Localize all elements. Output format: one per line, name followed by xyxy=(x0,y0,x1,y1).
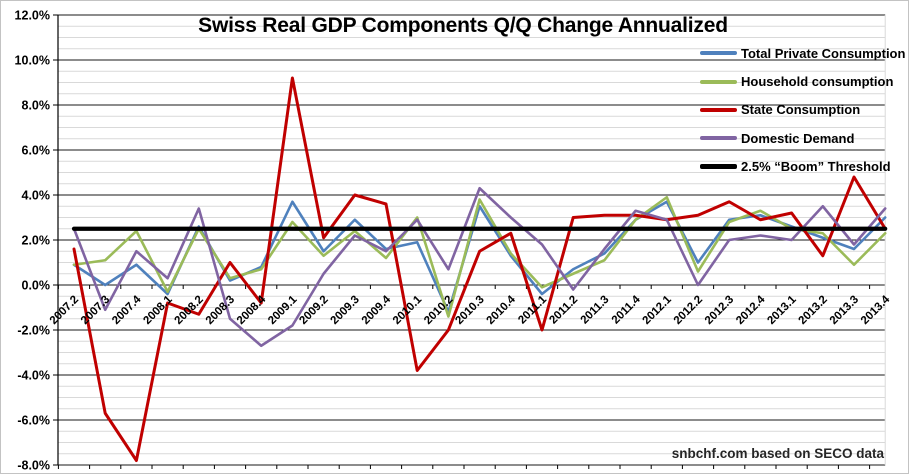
y-axis-tick-label: 10.0% xyxy=(15,54,50,68)
legend-item-boom-threshold: 2.5% “Boom” Threshold xyxy=(700,153,905,181)
y-axis-tick-label: -8.0% xyxy=(17,459,50,473)
x-axis-tick-label: 2007.4 xyxy=(110,293,144,327)
legend-item-state-consumption: State Consumption xyxy=(700,96,905,124)
legend-swatch-household-consumption-icon xyxy=(700,79,737,84)
y-axis-tick-label: 0.0% xyxy=(22,279,51,293)
x-axis-tick-label: 2011.2 xyxy=(547,294,580,327)
x-axis-tick-label: 2009.3 xyxy=(329,294,362,327)
legend-item-domestic-demand: Domestic Demand xyxy=(700,124,905,152)
x-axis-tick-label: 2013.4 xyxy=(859,293,893,327)
x-axis-tick-label: 2012.3 xyxy=(703,294,736,327)
legend-item-household-consumption: Household consumption xyxy=(700,67,905,95)
y-axis-tick-label: -4.0% xyxy=(17,369,50,383)
x-axis-tick-label: 2008.4 xyxy=(235,293,269,327)
chart-title: Swiss Real GDP Components Q/Q Change Ann… xyxy=(198,14,728,37)
legend-label-state-consumption: State Consumption xyxy=(741,102,861,118)
y-axis-tick-label: 2.0% xyxy=(22,234,51,248)
legend-swatch-state-consumption-icon xyxy=(700,107,737,112)
x-axis-tick-label: 2010.4 xyxy=(485,293,519,327)
x-axis-tick-label: 2009.4 xyxy=(360,293,394,327)
x-axis-tick-label: 2013.1 xyxy=(765,293,799,327)
legend-item-total-private-consumption: Total Private Consumption xyxy=(700,39,905,67)
chart-legend: Total Private Consumption Household cons… xyxy=(700,39,905,181)
x-axis-tick-label: 2011.4 xyxy=(610,293,643,326)
source-attribution: snbchf.com based on SECO data xyxy=(671,446,884,461)
legend-label-household-consumption: Household consumption xyxy=(741,74,894,90)
legend-swatch-domestic-demand-icon xyxy=(700,136,737,141)
x-axis-tick-label: 2010.3 xyxy=(453,294,486,327)
y-axis-tick-label: 12.0% xyxy=(15,9,50,23)
y-axis-tick-label: -2.0% xyxy=(17,324,50,338)
y-axis-tick-label: 6.0% xyxy=(22,144,51,158)
y-axis-tick-label: 8.0% xyxy=(22,99,51,113)
x-axis-tick-label: 2012.1 xyxy=(641,293,675,327)
legend-swatch-boom-threshold-icon xyxy=(700,164,737,170)
x-axis-tick-label: 2011.3 xyxy=(579,294,612,327)
x-axis-tick-label: 2012.2 xyxy=(672,294,705,327)
x-axis-tick-label: 2012.4 xyxy=(734,293,768,327)
x-axis-tick-label: 2007.2 xyxy=(48,294,81,327)
legend-label-total-private-consumption: Total Private Consumption xyxy=(741,45,906,61)
x-axis-tick-label: 2013.3 xyxy=(828,294,861,327)
x-axis-tick-label: 2008.1 xyxy=(141,293,175,327)
legend-label-boom-threshold: 2.5% “Boom” Threshold xyxy=(741,159,891,175)
y-axis-tick-label: -6.0% xyxy=(17,414,50,428)
legend-swatch-total-private-consumption-icon xyxy=(700,51,737,56)
x-axis-tick-label: 2013.2 xyxy=(797,294,830,327)
legend-label-domestic-demand: Domestic Demand xyxy=(741,130,855,146)
y-axis-tick-label: 4.0% xyxy=(22,189,51,203)
